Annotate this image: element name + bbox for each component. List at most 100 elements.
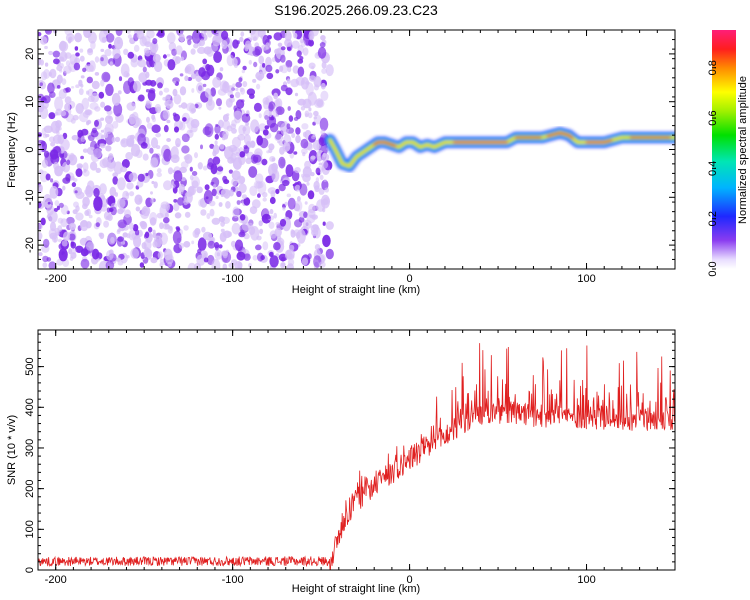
noise-speckle xyxy=(49,185,59,199)
noise-speckle xyxy=(156,33,160,37)
noise-speckle xyxy=(92,148,102,159)
noise-speckle xyxy=(153,181,158,189)
noise-speckle xyxy=(218,106,222,110)
noise-speckle xyxy=(228,96,235,103)
noise-speckle xyxy=(150,157,159,168)
noise-speckle xyxy=(54,200,60,207)
noise-speckle xyxy=(189,103,196,114)
noise-speckle xyxy=(220,188,229,197)
snr-panel: -200 -100 0 100 0 100 200 300 400 500 Height of s… xyxy=(6,329,676,595)
noise-speckle xyxy=(324,187,330,193)
noise-speckle xyxy=(292,183,296,187)
noise-speckle xyxy=(39,82,43,86)
noise-speckle xyxy=(85,186,94,198)
noise-speckle xyxy=(187,77,193,81)
noise-speckle xyxy=(308,62,316,69)
colorbar-tick-label: 0.4 xyxy=(707,161,719,176)
noise-speckle xyxy=(320,82,326,90)
noise-speckle xyxy=(187,262,197,269)
noise-speckle xyxy=(321,68,327,74)
y-tick-label: 500 xyxy=(24,357,36,375)
noise-speckle xyxy=(273,32,283,41)
noise-speckle xyxy=(269,122,279,133)
noise-speckle xyxy=(178,33,185,43)
noise-speckle xyxy=(70,241,77,249)
noise-speckle xyxy=(206,64,215,77)
noise-speckle xyxy=(300,106,306,111)
noise-speckle xyxy=(274,133,284,142)
noise-speckle xyxy=(259,228,264,235)
noise-speckle xyxy=(61,78,67,85)
noise-speckle xyxy=(173,202,180,212)
noise-speckle xyxy=(105,145,112,152)
noise-speckle xyxy=(275,222,280,226)
noise-speckle xyxy=(198,199,204,207)
noise-speckle xyxy=(163,148,172,162)
noise-speckle xyxy=(245,113,249,117)
noise-speckle xyxy=(74,57,81,65)
noise-speckle xyxy=(294,184,301,192)
noise-speckle xyxy=(167,167,174,175)
noise-speckle xyxy=(228,262,235,268)
noise-speckle xyxy=(320,129,326,136)
noise-speckle xyxy=(300,39,306,48)
noise-speckle xyxy=(322,152,326,158)
noise-speckle xyxy=(301,80,305,85)
noise-speckle xyxy=(295,110,302,120)
noise-speckle xyxy=(117,219,127,229)
noise-speckle xyxy=(181,133,190,143)
noise-speckle xyxy=(253,61,258,68)
noise-speckle xyxy=(163,87,170,93)
noise-speckle xyxy=(75,52,80,57)
noise-speckle xyxy=(57,225,63,232)
noise-speckle xyxy=(44,62,49,67)
noise-speckle xyxy=(43,150,50,158)
noise-speckle xyxy=(273,242,281,251)
noise-speckle xyxy=(325,248,334,260)
noise-speckle xyxy=(150,191,153,195)
noise-speckle xyxy=(130,248,140,259)
noise-speckle xyxy=(54,96,64,111)
noise-speckle xyxy=(43,125,53,134)
noise-speckle xyxy=(243,146,250,154)
noise-speckle xyxy=(212,33,223,43)
noise-speckle xyxy=(308,107,312,112)
noise-speckle xyxy=(271,57,276,63)
noise-speckle xyxy=(164,212,169,219)
chart-title: S196.2025.266.09.23.C23 xyxy=(274,2,438,18)
noise-speckle xyxy=(170,183,176,189)
noise-speckle xyxy=(112,47,121,59)
noise-speckle xyxy=(114,136,121,143)
noise-speckle xyxy=(69,222,76,231)
y-tick-label: 0 xyxy=(24,567,36,573)
noise-speckle xyxy=(119,166,128,173)
noise-speckle xyxy=(269,196,276,205)
noise-speckle xyxy=(65,33,75,43)
noise-speckle xyxy=(248,263,252,268)
noise-speckle xyxy=(280,64,289,74)
noise-speckle xyxy=(275,69,280,74)
noise-speckle xyxy=(109,61,114,67)
noise-speckle xyxy=(90,129,99,138)
noise-speckle xyxy=(222,114,229,122)
noise-speckle xyxy=(60,110,67,117)
noise-speckle xyxy=(235,87,239,91)
noise-speckle xyxy=(226,54,235,67)
noise-speckle xyxy=(166,138,172,142)
noise-speckle xyxy=(173,94,182,105)
noise-speckle xyxy=(275,188,280,195)
noise-speckle xyxy=(214,124,221,134)
noise-speckle xyxy=(47,201,51,205)
noise-speckle xyxy=(277,48,282,54)
noise-speckle xyxy=(186,117,195,130)
noise-speckle xyxy=(38,58,42,66)
noise-speckle xyxy=(311,214,318,220)
noise-speckle xyxy=(174,212,182,219)
noise-speckle xyxy=(253,180,262,189)
noise-speckle xyxy=(261,158,268,166)
noise-speckle xyxy=(133,235,142,248)
noise-speckle xyxy=(202,83,207,88)
noise-speckle xyxy=(251,199,261,209)
noise-speckle xyxy=(159,222,164,230)
